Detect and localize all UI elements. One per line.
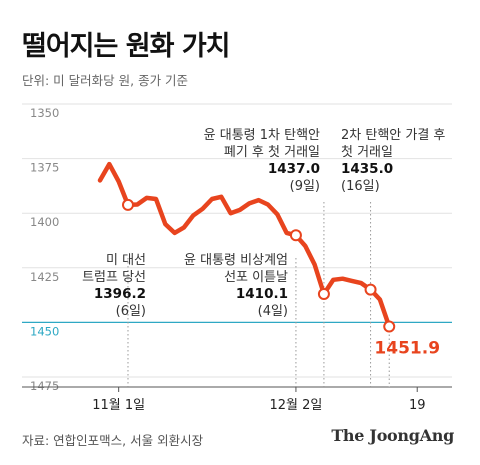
x-tick-label: 12월 2일 — [269, 398, 322, 413]
data-point-marker — [383, 320, 396, 333]
publisher-logo: The JoongAng — [331, 426, 454, 445]
annotation-text: 미 대선 — [106, 253, 146, 268]
annotation-value: 1396.2 — [94, 286, 146, 302]
series-line — [97, 161, 392, 329]
y-tick-label: 1350 — [30, 106, 59, 120]
annotation-date: (9일) — [290, 179, 320, 194]
annotation-text: 폐기 후 첫 거래일 — [224, 145, 320, 160]
annotation-text: 2차 탄핵안 가결 후 — [341, 128, 445, 143]
source-label: 자료: 연합인포맥스, 서울 외환시장 — [22, 433, 204, 448]
annotation-date: (6일) — [116, 304, 146, 319]
annotation-text: 윤 대통령 비상계엄 — [184, 253, 288, 268]
data-point-marker — [317, 288, 330, 301]
annotation-text: 트럼프 당선 — [82, 270, 146, 285]
annotation-value: 1435.0 — [341, 161, 393, 177]
annotation-date: (4일) — [258, 304, 288, 319]
y-tick-label: 1450 — [30, 324, 59, 338]
chart-title: 떨어지는 원화 가치 — [22, 31, 231, 62]
annotation-text: 윤 대통령 1차 탄핵안 — [204, 128, 320, 143]
annotation-date: (16일) — [341, 179, 380, 194]
data-point-marker — [364, 283, 377, 296]
data-point-marker — [121, 198, 134, 211]
unit-label: 단위: 미 달러화당 원, 종가 기준 — [22, 73, 189, 88]
last-value-label: 1451.9 — [374, 339, 440, 359]
y-tick-label: 1400 — [30, 215, 59, 229]
data-point-marker — [289, 229, 302, 242]
y-tick-label: 1375 — [30, 161, 59, 175]
annotation-text: 선포 이튿날 — [224, 270, 288, 285]
y-tick-label: 1425 — [30, 270, 59, 284]
annotation-text: 첫 거래일 — [341, 145, 393, 160]
x-tick-label: 11월 1일 — [92, 398, 145, 413]
annotation-value: 1410.1 — [236, 286, 288, 302]
y-tick-label: 1475 — [30, 379, 59, 393]
annotation-value: 1437.0 — [268, 161, 320, 177]
x-tick-label: 19 — [409, 398, 426, 413]
